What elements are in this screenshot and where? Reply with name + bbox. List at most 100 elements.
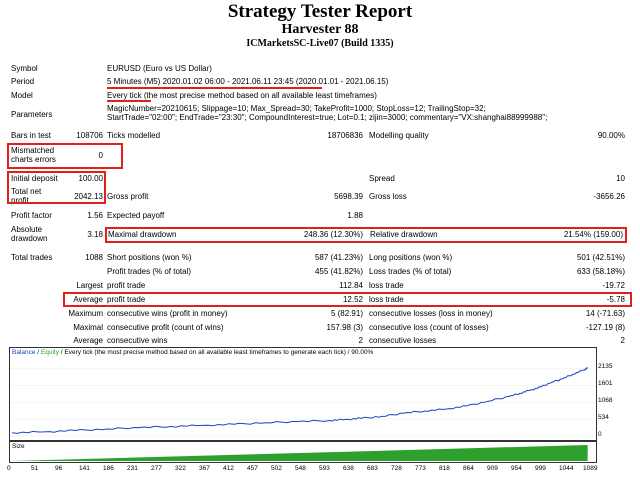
x-tick-label: 593 [319, 465, 330, 472]
deposit-label: Initial deposit [11, 174, 58, 183]
x-tick-label: 773 [415, 465, 426, 472]
x-tick-label: 502 [271, 465, 282, 472]
legend-equity: Equity [40, 349, 59, 356]
parameters-line-2: StartTrade="02:00"; EndTrade="23:30"; Co… [107, 113, 548, 122]
y-tick-label: 0 [598, 431, 602, 438]
balance-chart [9, 347, 597, 441]
mxl-cl-value: -127.19 (8) [585, 323, 625, 332]
x-tick-label: 864 [463, 465, 474, 472]
x-tick-label: 96 [55, 465, 63, 472]
period-value: 5 Minutes (M5) 2020.01.02 06:00 - 2021.0… [107, 77, 389, 86]
largest-pt-label: profit trade [107, 281, 146, 290]
pt-label: Profit trades (% of total) [107, 267, 192, 276]
largest-pt-value: 112.84 [339, 281, 363, 290]
volume-label: Size [12, 443, 25, 450]
avg-cl-value: 2 [620, 336, 625, 345]
max-cw-label: consecutive wins (profit in money) [107, 309, 228, 318]
symbol-value: EURUSD (Euro vs US Dollar) [107, 64, 212, 73]
highlight-box-drawdown [105, 227, 627, 243]
x-tick-label: 954 [511, 465, 522, 472]
x-tick-label: 999 [535, 465, 546, 472]
ticks-value: 18706836 [327, 131, 363, 140]
bars-value: 108706 [76, 131, 103, 140]
largest-label: Largest [76, 281, 103, 290]
x-tick-label: 322 [175, 465, 186, 472]
report-subtitle: Harvester 88 [281, 22, 359, 37]
x-tick-label: 548 [295, 465, 306, 472]
parameters-line-1: MagicNumber=20210615; Slippage=10; Max_S… [107, 104, 486, 113]
largest-lt-label: loss trade [369, 281, 404, 290]
netprofit-label-2: profit [11, 196, 29, 205]
period-label: Period [11, 77, 35, 86]
highlight-box-mismatch [7, 143, 123, 169]
mxl-cl-label: consecutive loss (count of losses) [369, 323, 489, 332]
x-tick-label: 141 [79, 465, 90, 472]
bars-label: Bars in test [11, 131, 52, 140]
average-label: Average [73, 295, 103, 304]
balance-series-line [11, 366, 588, 434]
spread-value: 10 [616, 174, 625, 183]
x-tick-label: 457 [247, 465, 258, 472]
model-label: Model [11, 91, 33, 100]
average-pt-label: profit trade [107, 295, 146, 304]
pf-label: Profit factor [11, 211, 52, 220]
x-tick-label: 277 [151, 465, 162, 472]
legend-sep: / [35, 349, 41, 356]
avgc-label: Average [73, 336, 103, 345]
x-tick-label: 1044 [559, 465, 574, 472]
absdd-value: 3.18 [87, 230, 103, 239]
quality-label: Modelling quality [369, 131, 429, 140]
absdd-label-2: drawdown [11, 234, 48, 243]
max-cl-label: consecutive losses (loss in money) [369, 309, 493, 318]
maximum-label: Maximum [68, 309, 103, 318]
x-tick-label: 683 [367, 465, 378, 472]
reldd-label: Relative drawdown [370, 230, 438, 239]
x-tick-label: 186 [103, 465, 114, 472]
volume-wedge [12, 445, 588, 461]
payoff-value: 1.88 [347, 211, 363, 220]
grossprofit-label: Gross profit [107, 192, 149, 201]
report-server: ICMarketsSC-Live07 (Build 1335) [246, 38, 394, 49]
maxdd-value: 248.36 (12.30%) [303, 230, 363, 239]
balance-chart-plot [10, 366, 596, 437]
volume-bar-area [9, 441, 597, 463]
avg-cw-label: consecutive wins [107, 336, 168, 345]
report-title: Strategy Tester Report [227, 1, 413, 22]
grossloss-label: Gross loss [369, 192, 407, 201]
pt-value: 455 (41.82%) [314, 267, 363, 276]
average-pt-value: 12.52 [342, 295, 363, 304]
average-lt-value: -5.78 [606, 295, 625, 304]
mismatch-value: 0 [98, 151, 103, 160]
mismatch-label-1: Mismatched [11, 146, 55, 155]
chart-legend: Balance / Equity / Every tick (the most … [12, 349, 373, 356]
maxdd-label: Maximal drawdown [108, 230, 177, 239]
x-tick-label: 818 [439, 465, 450, 472]
highlight-box-deposit-netprofit [7, 171, 106, 204]
trades-value: 1088 [85, 253, 103, 262]
netprofit-value: 2042.13 [74, 192, 103, 201]
average-lt-label: loss trade [369, 295, 404, 304]
quality-value: 90.00% [597, 131, 625, 140]
y-tick-label: 1068 [598, 397, 613, 405]
short-label: Short positions (won %) [107, 253, 192, 262]
long-value: 501 (42.51%) [576, 253, 625, 262]
max-cw-value: 5 (82.91) [330, 309, 363, 318]
largest-lt-value: -19.72 [602, 281, 625, 290]
lt-value: 633 (58.18%) [576, 267, 625, 276]
symbol-label: Symbol [11, 64, 38, 73]
avg-cl-label: consecutive losses [369, 336, 437, 345]
grossprofit-value: 5698.39 [334, 192, 363, 201]
highlight-underline-model [107, 100, 151, 102]
absdd-label-1: Absolute [11, 225, 43, 234]
x-tick-label: 231 [127, 465, 138, 472]
legend-balance: Balance [12, 349, 36, 356]
x-tick-label: 412 [223, 465, 234, 472]
highlight-underline-period [107, 87, 322, 89]
mismatch-label-2: charts errors [11, 155, 56, 164]
parameters-label: Parameters [11, 110, 53, 119]
grossloss-value: -3656.26 [593, 192, 625, 201]
ticks-label: Ticks modelled [107, 131, 161, 140]
x-tick-label: 367 [199, 465, 210, 472]
max-cl-value: 14 (-71.63) [585, 309, 625, 318]
